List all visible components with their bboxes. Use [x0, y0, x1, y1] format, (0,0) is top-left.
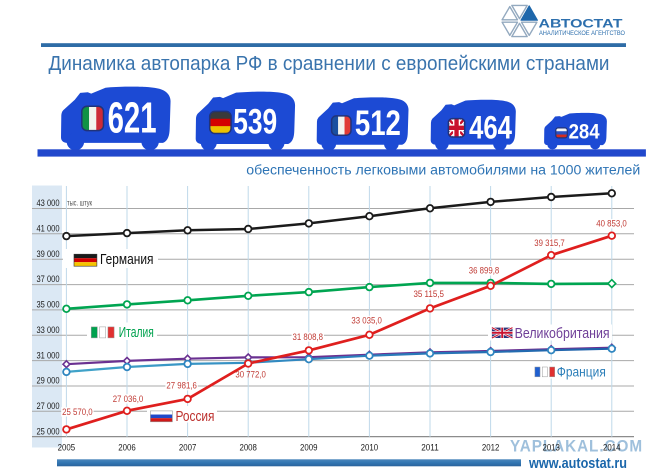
svg-text:обеспеченность легковыми автом: обеспеченность легковыми автомобилями на…	[246, 163, 640, 178]
svg-text:29 000: 29 000	[37, 376, 60, 386]
svg-text:2007: 2007	[179, 443, 197, 454]
svg-text:39 000: 39 000	[37, 249, 60, 259]
svg-text:539: 539	[233, 102, 277, 142]
svg-text:464: 464	[469, 109, 512, 145]
svg-text:43 000: 43 000	[37, 198, 60, 208]
svg-text:2009: 2009	[300, 443, 318, 454]
svg-text:41 000: 41 000	[37, 224, 60, 234]
svg-text:2010: 2010	[361, 443, 379, 454]
svg-text:Великобритания: Великобритания	[515, 326, 610, 342]
svg-text:27 036,0: 27 036,0	[113, 394, 144, 404]
svg-text:Германия: Германия	[100, 252, 154, 268]
svg-text:Италия: Италия	[119, 325, 154, 341]
svg-text:АВТОСТАТ: АВТОСТАТ	[539, 16, 624, 30]
svg-text:37 000: 37 000	[37, 274, 60, 284]
svg-text:33 035,0: 33 035,0	[351, 315, 382, 325]
svg-text:АНАЛИТИЧЕСКОЕ АГЕНТСТВО: АНАЛИТИЧЕСКОЕ АГЕНТСТВО	[539, 31, 625, 37]
svg-text:2008: 2008	[239, 443, 257, 454]
svg-text:284: 284	[569, 121, 600, 144]
svg-text:31 000: 31 000	[37, 350, 60, 360]
svg-text:40 853,0: 40 853,0	[596, 219, 627, 229]
svg-text:YAPLAKAL.COM: YAPLAKAL.COM	[510, 438, 643, 456]
svg-text:39 315,7: 39 315,7	[534, 238, 565, 248]
svg-text:тыс. штук: тыс. штук	[67, 199, 92, 208]
svg-text:2011: 2011	[421, 443, 439, 454]
svg-text:www.autostat.ru: www.autostat.ru	[528, 456, 627, 472]
svg-text:2013: 2013	[542, 443, 560, 454]
svg-text:2012: 2012	[482, 443, 500, 454]
svg-text:25 000: 25 000	[37, 426, 60, 436]
svg-text:35 000: 35 000	[37, 300, 60, 310]
svg-text:35 115,5: 35 115,5	[413, 289, 444, 299]
svg-text:36 899,8: 36 899,8	[469, 266, 500, 276]
svg-text:621: 621	[108, 94, 157, 143]
svg-text:27 000: 27 000	[37, 401, 60, 411]
svg-text:Франция: Франция	[557, 363, 606, 379]
svg-text:2005: 2005	[58, 443, 76, 454]
svg-text:33 000: 33 000	[37, 325, 60, 335]
svg-text:Россия: Россия	[176, 409, 215, 425]
svg-text:2006: 2006	[118, 443, 136, 454]
svg-text:31 808,8: 31 808,8	[293, 332, 324, 342]
svg-text:2014: 2014	[603, 443, 621, 454]
svg-text:512: 512	[355, 104, 401, 143]
svg-text:27 981,6: 27 981,6	[166, 381, 197, 391]
svg-text:30 772,0: 30 772,0	[235, 369, 266, 379]
svg-text:Динамика автопарка РФ в сравне: Динамика автопарка РФ в сравнении с евро…	[49, 52, 610, 75]
svg-text:25 570,0: 25 570,0	[62, 407, 93, 417]
